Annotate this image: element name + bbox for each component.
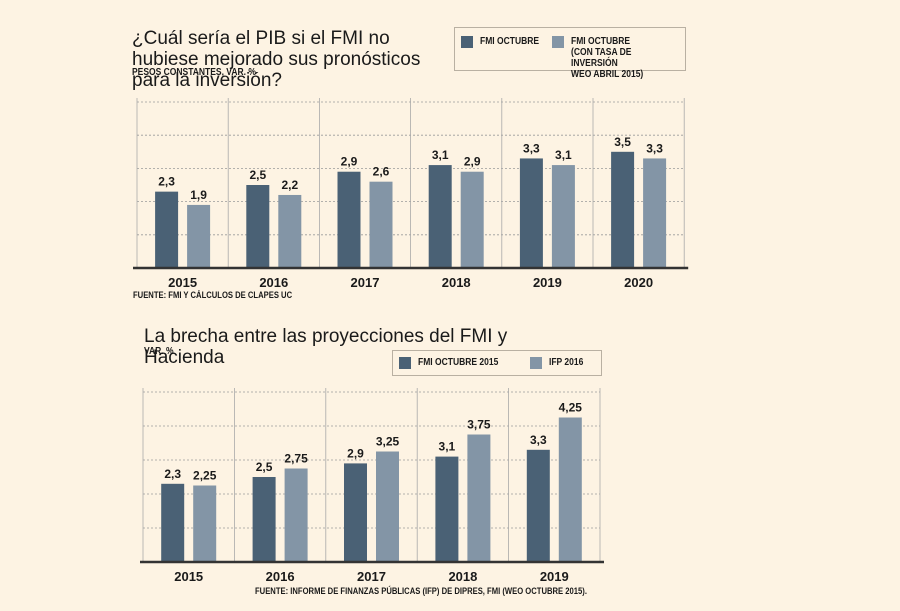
chart2-data-label-1-2019: 3,3 — [530, 433, 547, 447]
chart1-bar-1-2015 — [155, 191, 179, 268]
chart2-plot: 2,3 2,25 2015 2,5 2,75 2016 2,9 3,25 2017 3,1 3,75… — [140, 388, 604, 584]
chart2-legend-item-2: IFP 2016 — [530, 357, 589, 369]
chart1-data-label-1-2017: 2,9 — [341, 155, 358, 169]
chart1-data-label-1-2019: 3,3 — [523, 141, 540, 155]
chart2-subtitle: VAR. % — [144, 346, 174, 357]
chart1-bar-1-2018 — [428, 165, 452, 268]
chart1-data-label-1-2020: 3,5 — [614, 135, 631, 149]
chart2-legend-swatch-1 — [399, 357, 411, 369]
chart2-bar-2-2015 — [193, 485, 217, 562]
chart1-bar-1-2019 — [519, 158, 543, 268]
chart1-bar-2-2015 — [187, 204, 211, 268]
chart2-data-label-2-2019: 4,25 — [559, 401, 583, 415]
chart1-bar-2-2017 — [369, 181, 393, 268]
chart1-bar-2-2020 — [643, 158, 667, 268]
chart1-data-label-2-2015: 1,9 — [190, 188, 207, 202]
chart2-legend-label-1: FMI OCTUBRE 2015 — [418, 357, 499, 368]
chart1-data-label-1-2018: 3,1 — [432, 148, 449, 162]
chart2-data-label-2-2015: 2,25 — [193, 469, 217, 483]
chart1-data-label-2-2018: 2,9 — [464, 155, 481, 169]
chart1-legend-swatch-2 — [552, 36, 564, 48]
chart2-tick-label-2019: 2019 — [540, 569, 569, 584]
chart2-data-label-1-2016: 2,5 — [256, 460, 273, 474]
chart2-bar-1-2015 — [161, 483, 185, 562]
chart1-tick-label-2017: 2017 — [351, 275, 380, 290]
chart2-data-label-1-2017: 2,9 — [347, 446, 364, 460]
chart1-bar-1-2020 — [611, 151, 635, 268]
chart1-legend: FMI OCTUBRE FMI OCTUBRE (CON TASA DE INV… — [454, 27, 686, 80]
chart2-data-label-1-2015: 2,3 — [164, 467, 181, 481]
chart2-tick-label-2016: 2016 — [266, 569, 295, 584]
chart1-bar-1-2016 — [246, 185, 270, 268]
chart1-source: FUENTE: FMI Y CÁLCULOS DE CLAPES UC — [133, 290, 293, 300]
chart2-bar-1-2018 — [435, 456, 459, 562]
chart1-data-label-1-2016: 2,5 — [249, 168, 266, 182]
chart1-tick-label-2020: 2020 — [624, 275, 653, 290]
chart1-legend-label-2: FMI OCTUBRE (CON TASA DE INVERSIÓN WEO A… — [571, 36, 644, 80]
chart1-bar-2-2016 — [278, 194, 302, 268]
chart1-tick-label-2016: 2016 — [259, 275, 288, 290]
chart2-legend-label-2: IFP 2016 — [549, 357, 584, 368]
chart1-bar-2-2018 — [460, 171, 484, 268]
chart1-title: ¿Cuál sería el PIB si el FMI no hubiese … — [132, 28, 421, 91]
chart2-legend: FMI OCTUBRE 2015 IFP 2016 — [392, 350, 602, 376]
chart1-data-label-1-2015: 2,3 — [158, 175, 175, 189]
chart2-tick-label-2015: 2015 — [174, 569, 203, 584]
chart2-legend-swatch-2 — [530, 357, 542, 369]
chart2-title: La brecha entre las proyecciones del FMI… — [144, 326, 508, 368]
chart2-bar-1-2019 — [526, 449, 550, 562]
chart2-data-label-2-2016: 2,75 — [284, 452, 308, 466]
chart1-legend-item-1: FMI OCTUBRE — [461, 36, 549, 48]
chart2-bar-1-2017 — [344, 463, 367, 562]
chart2-tick-label-2017: 2017 — [357, 569, 386, 584]
chart1-legend-label-1: FMI OCTUBRE — [480, 36, 540, 47]
chart2-tick-label-2018: 2018 — [448, 569, 477, 584]
chart1-bar-1-2017 — [337, 171, 361, 268]
chart1-legend-item-2: FMI OCTUBRE (CON TASA DE INVERSIÓN WEO A… — [552, 36, 685, 80]
chart1-bar-2-2019 — [551, 165, 575, 268]
chart1-tick-label-2019: 2019 — [533, 275, 562, 290]
chart1-legend-swatch-1 — [461, 36, 473, 48]
chart1-data-label-2-2016: 2,2 — [281, 178, 298, 192]
chart1-plot: 2,3 1,9 2015 2,5 2,2 2016 2,9 2,6 2017 3,1 2,9 2018… — [133, 98, 689, 290]
chart1-subtitle: PESOS CONSTANTES, VAR. % — [132, 67, 256, 78]
chart1-data-label-2-2019: 3,1 — [555, 148, 572, 162]
chart2-data-label-2-2017: 3,25 — [376, 435, 400, 449]
chart1-data-label-2-2017: 2,6 — [373, 165, 390, 179]
chart2-bar-2-2017 — [376, 451, 399, 562]
chart2-bar-1-2016 — [252, 477, 276, 562]
chart2-data-label-1-2018: 3,1 — [439, 440, 456, 454]
chart2-bar-2-2016 — [284, 468, 308, 562]
chart1-tick-label-2015: 2015 — [168, 275, 197, 290]
chart1-tick-label-2018: 2018 — [442, 275, 471, 290]
chart1-data-label-2-2020: 3,3 — [646, 141, 663, 155]
chart2-bar-2-2018 — [467, 434, 491, 562]
chart2-legend-item-1: FMI OCTUBRE 2015 — [399, 357, 512, 369]
chart2-data-label-2-2018: 3,75 — [467, 418, 491, 432]
chart2-bar-2-2019 — [558, 417, 582, 562]
chart2-source: FUENTE: INFORME DE FINANZAS PÚBLICAS (IF… — [255, 586, 587, 596]
